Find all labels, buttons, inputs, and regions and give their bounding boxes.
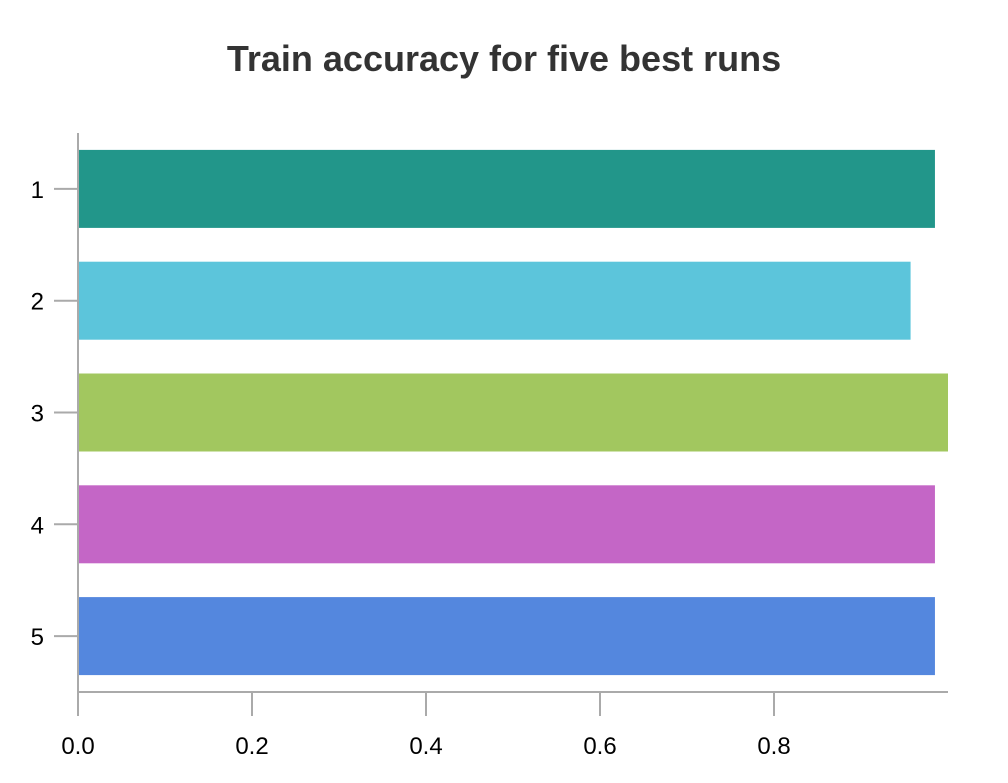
bar-run-5 [78,597,935,676]
x-tick-label: 0.2 [235,733,268,760]
bar-run-4 [78,485,935,564]
x-tick-label: 0.0 [61,733,94,760]
bar-run-1 [78,149,935,228]
y-axis-ticks: 1 2 3 4 5 [31,177,78,651]
x-tick-label: 0.6 [583,733,616,760]
bars-group [78,149,948,676]
x-tick-label: 0.4 [409,733,442,760]
x-axis-ticks: 0.0 0.2 0.4 0.6 0.8 [61,692,791,760]
y-tick-label: 4 [31,512,44,539]
y-tick-label: 3 [31,401,44,428]
y-tick-label: 5 [31,624,44,651]
x-tick-label: 0.8 [757,733,790,760]
chart-title: Train accuracy for five best runs [226,38,782,79]
bar-run-3 [78,373,948,452]
bar-run-2 [78,261,911,340]
y-tick-label: 1 [31,177,44,204]
y-tick-label: 2 [31,289,44,316]
